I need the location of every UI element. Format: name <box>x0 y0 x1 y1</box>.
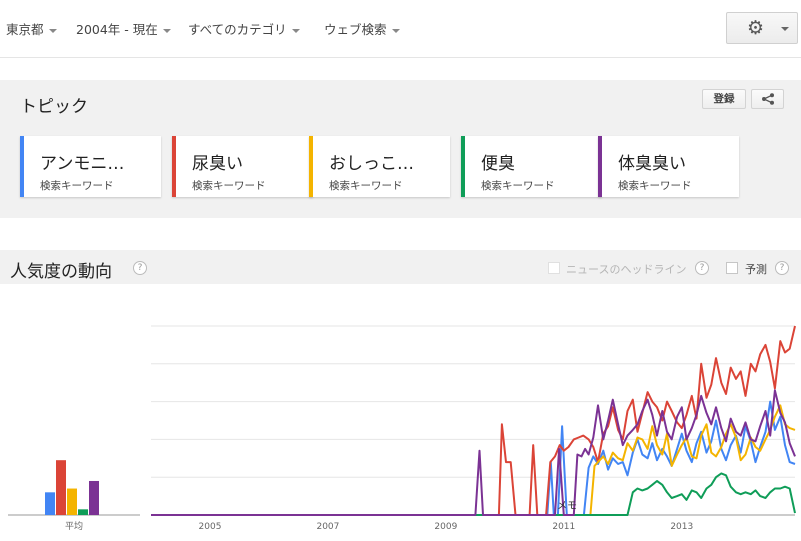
filter-period[interactable]: 2004年 - 現在 <box>76 19 171 38</box>
filter-region-label: 東京都 <box>6 22 44 37</box>
filter-bar: 東京都 2004年 - 現在 すべてのカテゴリ ウェブ検索 ⚙ <box>0 0 801 58</box>
topic-card-keyword: 便臭 <box>481 154 515 174</box>
topic-card-type: 検索キーワード <box>618 180 692 192</box>
topic-section-title: トピック <box>20 97 88 117</box>
series-line <box>151 404 796 516</box>
topic-card-keyword: アンモニ… <box>40 154 125 174</box>
news-headlines-label: ニュースのヘッドライン <box>566 263 687 276</box>
series-line <box>151 472 796 516</box>
chevron-down-icon <box>391 28 400 33</box>
topic-card-type: 検索キーワード <box>40 180 114 192</box>
help-icon[interactable]: ? <box>695 261 709 275</box>
filter-category-label: すべてのカテゴリ <box>188 22 287 37</box>
x-axis-ticks: 2005 2007 2009 2011 2013 <box>199 522 694 532</box>
chevron-down-icon <box>162 28 171 33</box>
topic-card[interactable]: 尿臭い 検索キーワード <box>172 136 313 197</box>
register-button[interactable]: 登録 <box>702 89 746 109</box>
chevron-down-icon <box>48 28 57 33</box>
filter-search-type[interactable]: ウェブ検索 <box>324 19 400 38</box>
topic-card-keyword: おしっこ… <box>329 154 414 174</box>
filter-period-label: 2004年 - 現在 <box>76 22 158 37</box>
interest-over-time-chart: 2005 2007 2009 2011 2013 平均 メモ <box>8 325 796 532</box>
series-line <box>151 325 796 516</box>
series-line <box>151 389 796 516</box>
x-tick-label: 2005 <box>199 522 222 532</box>
topic-card[interactable]: 便臭 検索キーワード <box>461 136 602 197</box>
average-label: 平均 <box>65 520 83 532</box>
interest-section-title: 人気度の動向 <box>10 262 112 282</box>
filter-category[interactable]: すべてのカテゴリ <box>188 19 300 38</box>
topic-card[interactable]: 体臭臭い 検索キーワード <box>598 136 739 197</box>
x-tick-label: 2009 <box>434 522 457 532</box>
forecast-label: 予測 <box>745 263 767 276</box>
x-tick-label: 2013 <box>670 522 693 532</box>
chevron-down-icon <box>291 28 300 33</box>
average-bar <box>89 480 99 515</box>
series-line <box>151 400 796 516</box>
average-bar <box>56 460 66 515</box>
settings-button[interactable]: ⚙ <box>726 12 798 44</box>
topic-card[interactable]: おしっこ… 検索キーワード <box>309 136 450 197</box>
series-lines <box>151 325 796 516</box>
topic-card-type: 検索キーワード <box>192 180 266 192</box>
chart-note-label[interactable]: メモ <box>557 501 577 512</box>
interest-section-header: 人気度の動向 ? ニュースのヘッドライン ? 予測 ? <box>0 250 801 284</box>
average-bar <box>45 492 55 515</box>
filter-search-type-label: ウェブ検索 <box>324 22 387 37</box>
average-bar <box>78 509 88 515</box>
average-bars <box>45 460 99 515</box>
x-tick-label: 2011 <box>552 522 575 532</box>
average-bar <box>67 488 77 515</box>
x-tick-label: 2007 <box>316 522 339 532</box>
news-headlines-checkbox[interactable] <box>548 262 560 274</box>
help-icon[interactable]: ? <box>775 261 789 275</box>
share-icon <box>761 93 775 105</box>
filter-region[interactable]: 東京都 <box>6 19 57 38</box>
gear-icon: ⚙ <box>747 17 765 39</box>
topic-card-keyword: 尿臭い <box>192 154 243 174</box>
forecast-checkbox[interactable] <box>726 262 738 274</box>
topic-card-type: 検索キーワード <box>329 180 403 192</box>
topic-section: トピック 登録 アンモニ… 検索キーワード 尿臭い 検索キーワード おしっこ… … <box>0 80 801 218</box>
topic-card-keyword: 体臭臭い <box>618 154 686 174</box>
topic-card[interactable]: アンモニ… 検索キーワード <box>20 136 161 197</box>
topic-card-type: 検索キーワード <box>481 180 555 192</box>
help-icon[interactable]: ? <box>133 261 147 275</box>
share-button[interactable] <box>751 89 784 109</box>
topic-cards: アンモニ… 検索キーワード 尿臭い 検索キーワード おしっこ… 検索キーワード … <box>0 136 801 198</box>
chevron-down-icon <box>781 27 789 31</box>
